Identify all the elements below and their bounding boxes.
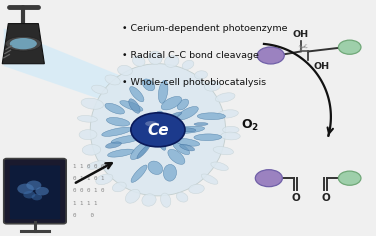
Circle shape <box>35 187 49 195</box>
Ellipse shape <box>148 51 162 64</box>
Ellipse shape <box>6 36 41 51</box>
Circle shape <box>23 191 35 198</box>
Ellipse shape <box>111 135 142 144</box>
Circle shape <box>131 113 185 147</box>
Ellipse shape <box>194 122 208 126</box>
Ellipse shape <box>215 93 235 102</box>
Text: • Whole-cell photobiocatalysis: • Whole-cell photobiocatalysis <box>122 78 266 87</box>
Ellipse shape <box>148 161 163 174</box>
Text: OH: OH <box>314 62 330 71</box>
Ellipse shape <box>87 161 105 169</box>
Ellipse shape <box>10 38 37 49</box>
Text: 0 1 1 0 1: 0 1 1 0 1 <box>73 176 105 181</box>
Ellipse shape <box>142 194 156 206</box>
Ellipse shape <box>180 144 195 151</box>
Ellipse shape <box>137 144 150 159</box>
Text: Ce: Ce <box>148 123 170 138</box>
Ellipse shape <box>205 81 221 91</box>
FancyBboxPatch shape <box>10 165 60 219</box>
Ellipse shape <box>161 97 182 110</box>
Ellipse shape <box>177 99 189 110</box>
Ellipse shape <box>96 174 113 185</box>
Text: OH: OH <box>293 30 309 39</box>
Circle shape <box>17 184 34 194</box>
Ellipse shape <box>194 71 208 79</box>
Text: 1 1 0 0 0: 1 1 0 0 0 <box>73 164 105 169</box>
Ellipse shape <box>126 189 140 203</box>
Ellipse shape <box>79 130 97 140</box>
FancyBboxPatch shape <box>4 159 66 224</box>
Circle shape <box>338 171 361 185</box>
Ellipse shape <box>112 182 126 192</box>
Ellipse shape <box>120 101 143 111</box>
Ellipse shape <box>168 149 185 164</box>
Ellipse shape <box>158 80 168 103</box>
Ellipse shape <box>221 132 240 140</box>
Ellipse shape <box>211 162 228 171</box>
Circle shape <box>255 170 282 187</box>
Ellipse shape <box>105 103 124 114</box>
Ellipse shape <box>175 139 200 146</box>
Circle shape <box>32 194 42 200</box>
Ellipse shape <box>133 123 143 128</box>
Ellipse shape <box>143 79 155 91</box>
Ellipse shape <box>82 144 101 155</box>
Ellipse shape <box>105 75 120 85</box>
Text: 0    0: 0 0 <box>73 213 94 218</box>
Ellipse shape <box>158 139 166 150</box>
Text: • Cerium-dependent photoenzyme: • Cerium-dependent photoenzyme <box>122 24 288 33</box>
Ellipse shape <box>77 115 97 122</box>
Ellipse shape <box>106 118 130 126</box>
Ellipse shape <box>201 174 218 184</box>
Ellipse shape <box>213 147 233 155</box>
Text: O: O <box>291 193 300 202</box>
Ellipse shape <box>163 164 177 181</box>
Circle shape <box>26 181 41 190</box>
Ellipse shape <box>118 65 132 75</box>
Ellipse shape <box>81 98 103 109</box>
Ellipse shape <box>92 85 108 94</box>
Ellipse shape <box>145 121 157 126</box>
Text: • Radical C–C bond cleavage: • Radical C–C bond cleavage <box>122 51 259 60</box>
Ellipse shape <box>161 193 171 207</box>
Ellipse shape <box>130 87 144 102</box>
Ellipse shape <box>217 110 238 118</box>
Ellipse shape <box>176 192 188 202</box>
Ellipse shape <box>129 99 140 113</box>
Ellipse shape <box>131 165 147 182</box>
Ellipse shape <box>154 111 164 120</box>
Ellipse shape <box>189 184 204 194</box>
Ellipse shape <box>130 142 149 160</box>
Ellipse shape <box>179 128 196 132</box>
Ellipse shape <box>173 142 190 155</box>
Circle shape <box>257 47 284 64</box>
Text: $\mathbf{O_2}$: $\mathbf{O_2}$ <box>241 118 259 133</box>
Ellipse shape <box>177 106 198 120</box>
Ellipse shape <box>194 134 222 141</box>
Text: 0 0 0 1 0: 0 0 0 1 0 <box>73 188 105 194</box>
Circle shape <box>338 40 361 54</box>
Text: O: O <box>321 193 330 202</box>
Ellipse shape <box>106 142 121 148</box>
Ellipse shape <box>102 127 132 136</box>
Ellipse shape <box>223 126 239 133</box>
Ellipse shape <box>90 64 226 196</box>
Polygon shape <box>2 24 44 64</box>
Polygon shape <box>4 28 120 106</box>
Text: 1 1 1 1: 1 1 1 1 <box>73 201 98 206</box>
Ellipse shape <box>172 126 205 133</box>
Ellipse shape <box>182 60 194 69</box>
Ellipse shape <box>165 55 179 67</box>
Ellipse shape <box>197 113 225 120</box>
Ellipse shape <box>108 149 134 157</box>
Text: ✂: ✂ <box>298 42 309 55</box>
Ellipse shape <box>132 56 145 66</box>
Ellipse shape <box>166 112 182 120</box>
